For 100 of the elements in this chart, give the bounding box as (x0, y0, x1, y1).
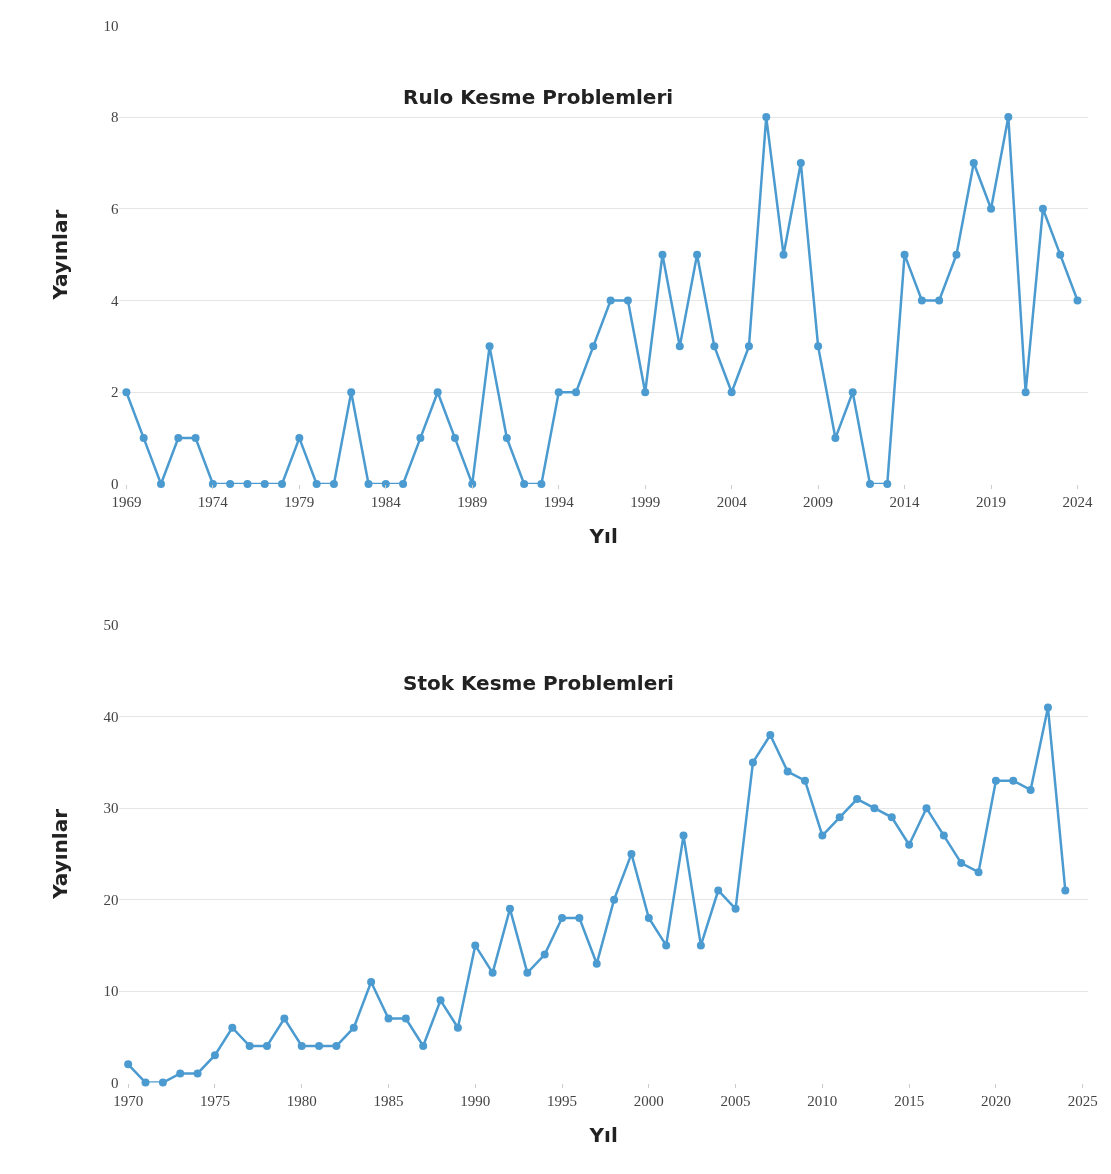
point (263, 1042, 272, 1051)
point (835, 813, 844, 822)
point (329, 479, 338, 488)
point (381, 479, 390, 488)
point (883, 479, 892, 488)
point (1043, 703, 1052, 712)
point (814, 342, 823, 351)
point (693, 250, 702, 259)
point (870, 804, 879, 813)
point (297, 1042, 306, 1051)
point (675, 342, 684, 351)
point (450, 434, 459, 443)
point (744, 342, 753, 351)
point (987, 204, 996, 213)
point (122, 388, 131, 397)
x-tick-label: 2000 (633, 1092, 664, 1109)
y-tick-label: 10 (103, 17, 119, 34)
point (714, 886, 723, 895)
point (1009, 776, 1018, 785)
point (260, 479, 269, 488)
y-tick-label: 4 (110, 292, 119, 309)
point (364, 479, 373, 488)
point (779, 250, 788, 259)
x-tick-label: 1990 (460, 1092, 491, 1109)
point (315, 1042, 324, 1051)
point (853, 795, 862, 804)
point (399, 479, 408, 488)
point (295, 434, 304, 443)
point (922, 804, 931, 813)
point (245, 1042, 254, 1051)
point (347, 388, 356, 397)
y-axis-title: Yayınlar (47, 209, 72, 301)
point (156, 479, 165, 488)
point (969, 158, 978, 167)
point (176, 1069, 185, 1078)
point (416, 434, 425, 443)
x-tick-label: 2014 (889, 493, 921, 510)
x-tick-label: 2024 (1062, 493, 1094, 510)
x-tick-label: 1979 (284, 493, 315, 510)
point (696, 941, 705, 950)
x-tick-label: 2019 (976, 493, 1007, 510)
point (783, 767, 792, 776)
x-tick-label: 2009 (803, 493, 834, 510)
point (917, 296, 926, 305)
point (228, 1023, 237, 1032)
point (731, 904, 740, 913)
point (939, 831, 948, 840)
point (174, 434, 183, 443)
point (468, 479, 477, 488)
point (554, 388, 563, 397)
x-tick-label: 1974 (197, 493, 229, 510)
point (796, 158, 805, 167)
point (193, 1069, 202, 1078)
point (349, 1023, 358, 1032)
point (471, 941, 480, 950)
point (662, 941, 671, 950)
point (332, 1042, 341, 1051)
point (818, 831, 827, 840)
point (905, 840, 914, 849)
x-tick-label: 2004 (716, 493, 748, 510)
point (848, 388, 857, 397)
y-tick-label: 50 (103, 617, 119, 634)
point (623, 296, 632, 305)
x-tick-label: 1984 (370, 493, 402, 510)
point (887, 813, 896, 822)
y-tick-label: 10 (103, 983, 119, 1000)
point (575, 913, 584, 922)
x-tick-label: 1969 (111, 493, 142, 510)
point (1038, 204, 1047, 213)
text: Stok Kesme Problemleri (403, 671, 674, 695)
point (801, 776, 809, 785)
point (658, 250, 667, 259)
point (401, 1014, 410, 1023)
point (606, 296, 615, 305)
point (1021, 388, 1030, 397)
point (679, 831, 688, 840)
point (952, 250, 961, 259)
point (610, 895, 619, 904)
point (572, 388, 581, 397)
point (1061, 886, 1070, 895)
point (935, 296, 944, 305)
point (485, 342, 494, 351)
x-tick-label: 2015 (894, 1092, 925, 1109)
point (748, 758, 757, 767)
point (957, 859, 966, 868)
point (208, 479, 217, 488)
x-tick-label: 2025 (1067, 1092, 1098, 1109)
point (280, 1014, 289, 1023)
point (866, 479, 874, 488)
point (520, 479, 529, 488)
point (727, 388, 736, 397)
x-tick-label: 1995 (547, 1092, 578, 1109)
point (540, 950, 549, 959)
y-tick-label: 0 (110, 1074, 119, 1091)
point (433, 388, 442, 397)
x-tick-label: 1989 (457, 493, 488, 510)
x-tick-label: 1975 (199, 1092, 230, 1109)
point (831, 434, 840, 443)
point (1026, 785, 1035, 794)
point (419, 1042, 428, 1051)
